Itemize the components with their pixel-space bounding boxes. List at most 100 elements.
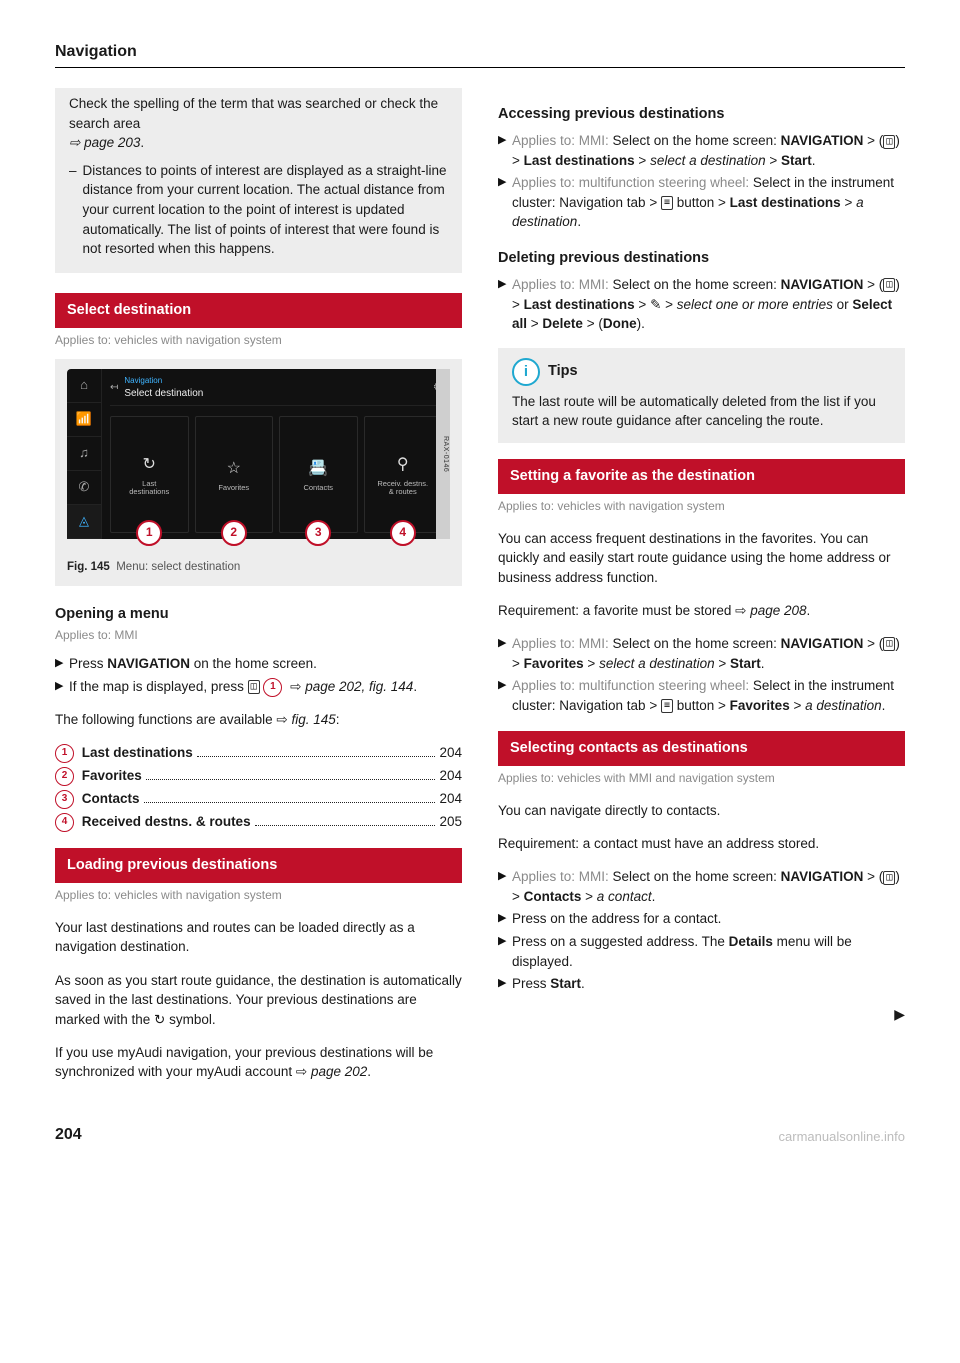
- fav-bullet-1: ▶ Applies to: MMI: Select on the home sc…: [498, 634, 905, 673]
- con1-lead: Applies to: MMI:: [512, 869, 609, 884]
- tips-header: i Tips: [512, 358, 891, 386]
- callout-ref-1: 1: [263, 678, 282, 697]
- fav-req-ref: page 208: [750, 603, 806, 618]
- subhead-accessing-prev: Accessing previous destinations: [498, 104, 905, 125]
- mmi-sidebar: ⌂ 📶 ♫ ✆ ◬: [67, 369, 102, 539]
- pin-icon: ⚲: [397, 453, 409, 476]
- dp1d: >: [635, 297, 650, 312]
- toc-num-1: 1: [55, 744, 74, 763]
- fav1-fav: Favorites: [524, 656, 584, 671]
- con4a: Press: [512, 976, 550, 991]
- toc-label-3: Contacts: [82, 791, 140, 806]
- fav2b: button >: [673, 698, 730, 713]
- page-number: 204: [55, 1123, 82, 1146]
- contacts-icon: 📇: [308, 457, 328, 480]
- figure-caption-text: Menu: select destination: [116, 561, 240, 573]
- triangle-marker: ▶: [498, 277, 512, 334]
- nav-icon: ◬: [67, 505, 101, 539]
- toc-dots: [146, 779, 436, 780]
- applies-opening-menu: Applies to: MMI: [55, 627, 462, 644]
- music-icon: ♫: [67, 437, 101, 471]
- b2a: If the map is displayed, press: [69, 679, 248, 694]
- ap2-last: Last destinations: [730, 195, 841, 210]
- bullet-map-displayed: ▶ If the map is displayed, press ◫ 1 ⇨ p…: [55, 677, 462, 697]
- con1-sel: a contact: [597, 889, 652, 904]
- following-ref: fig. 145: [291, 712, 335, 727]
- ap1c: >: [512, 153, 524, 168]
- toc-num-4: 4: [55, 813, 74, 832]
- intro-dash-item: – Distances to points of interest are di…: [69, 161, 448, 259]
- triangle-marker: ▶: [498, 911, 512, 929]
- callout-3: 3: [305, 520, 331, 546]
- triangle-marker: ▶: [55, 656, 69, 674]
- figure-145: ⌂ 📶 ♫ ✆ ◬ ↤ Navigation Select destinatio…: [55, 359, 462, 586]
- ap1a: Select on the home screen:: [609, 133, 781, 148]
- toc-num-3: 3: [55, 790, 74, 809]
- ap-bullet-2: ▶ Applies to: multifunction steering whe…: [498, 173, 905, 232]
- applies-favorite-dest: Applies to: vehicles with navigation sys…: [498, 498, 905, 515]
- dp1g: > (: [583, 316, 603, 331]
- mmi-tiles: ↻ Lastdestinations 1 ☆ Favorites 2 📇 Con…: [110, 416, 442, 533]
- tile-label-1: Lastdestinations: [129, 480, 169, 497]
- dp1c: >: [512, 297, 524, 312]
- section-select-destination: Select destination: [55, 293, 462, 328]
- right-column: Accessing previous destinations ▶ Applie…: [498, 88, 905, 1095]
- intro-note-box: Check the spelling of the term that was …: [55, 88, 462, 273]
- b1a: Press: [69, 656, 107, 671]
- contacts-req: Requirement: a contact must have an addr…: [498, 834, 905, 854]
- dp1f: >: [527, 316, 542, 331]
- triangle-marker: ▶: [498, 678, 512, 715]
- mmi-topbar: ↤ Navigation Select destination ⚙: [110, 375, 442, 406]
- grid-icon: ◫: [883, 637, 895, 651]
- tile-label-2: Favorites: [218, 484, 249, 492]
- dash-marker: –: [69, 161, 77, 259]
- ap2b: button >: [673, 195, 730, 210]
- tips-title: Tips: [548, 361, 578, 382]
- fav2c: >: [790, 698, 805, 713]
- con-bullet-4: ▶ Press Start.: [498, 974, 905, 994]
- dp-bullet-1: ▶ Applies to: MMI: Select on the home sc…: [498, 275, 905, 334]
- con-bullet-2: ▶ Press on the address for a contact.: [498, 909, 905, 929]
- figure-number: Fig. 145: [67, 561, 110, 573]
- following-functions: The following functions are available ⇨ …: [55, 710, 462, 730]
- con4b: Start: [550, 976, 581, 991]
- fav2-lead: Applies to: multifunction steering wheel…: [512, 678, 749, 693]
- deleting-prev-bullets: ▶ Applies to: MMI: Select on the home sc…: [498, 275, 905, 334]
- watermark: carmanualsonline.info: [779, 1128, 905, 1147]
- lp3ref: page 202: [311, 1064, 367, 1079]
- fav1-nav: NAVIGATION: [781, 636, 864, 651]
- lp3a: If you use myAudi navigation, your previ…: [55, 1045, 433, 1080]
- loading-prev-p3: If you use myAudi navigation, your previ…: [55, 1043, 462, 1082]
- ap1-last: Last destinations: [524, 153, 635, 168]
- toc-page-1: 204: [439, 743, 462, 763]
- content-columns: Check the spelling of the term that was …: [55, 88, 905, 1095]
- mmi-crumb: Navigation: [124, 375, 203, 387]
- ap2c: >: [841, 195, 856, 210]
- subhead-deleting-prev: Deleting previous destinations: [498, 248, 905, 269]
- ap1-nav: NAVIGATION: [781, 133, 864, 148]
- con3b: Details: [729, 934, 773, 949]
- applies-loading-prev: Applies to: vehicles with navigation sys…: [55, 887, 462, 904]
- contacts-p1: You can navigate directly to contacts.: [498, 801, 905, 821]
- ap1-lead: Applies to: MMI:: [512, 133, 609, 148]
- tips-box: i Tips The last route will be automatica…: [498, 348, 905, 443]
- applies-contacts-dest: Applies to: vehicles with MMI and naviga…: [498, 770, 905, 787]
- con-bullet-3: ▶ Press on a suggested address. The Deta…: [498, 932, 905, 971]
- con1-con: Contacts: [524, 889, 582, 904]
- ap-bullet-1: ▶ Applies to: MMI: Select on the home sc…: [498, 131, 905, 170]
- info-icon: i: [512, 358, 540, 386]
- tips-body: The last route will be automatically del…: [512, 392, 891, 431]
- list-icon: ≡: [661, 196, 673, 210]
- b1b: NAVIGATION: [107, 656, 190, 671]
- dp1-del: Delete: [542, 316, 583, 331]
- dp1e: >: [661, 297, 676, 312]
- grid-icon: ◫: [883, 871, 895, 885]
- favorite-bullets: ▶ Applies to: MMI: Select on the home sc…: [498, 634, 905, 715]
- callout-1: 1: [136, 520, 162, 546]
- ap1-start: Start: [781, 153, 812, 168]
- contacts-bullets: ▶ Applies to: MMI: Select on the home sc…: [498, 867, 905, 993]
- fav1-sel: select a destination: [599, 656, 715, 671]
- toc-page-2: 204: [439, 766, 462, 786]
- con4c: .: [581, 976, 585, 991]
- toc-4: 4 Received destns. & routes 205: [55, 812, 462, 832]
